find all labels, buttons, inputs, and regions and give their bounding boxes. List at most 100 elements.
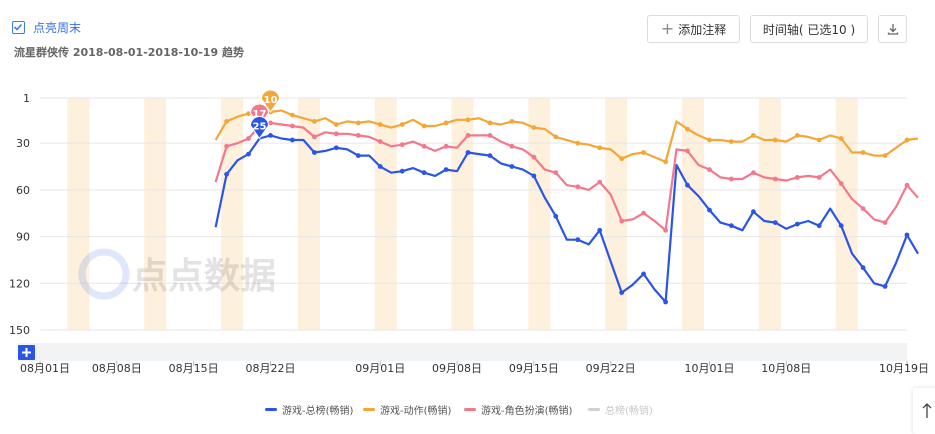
- data-point-rpg[interactable]: [838, 181, 844, 186]
- rank-pin-marker[interactable]: [249, 103, 269, 127]
- data-point-total[interactable]: [729, 223, 734, 229]
- data-point-rpg[interactable]: [290, 123, 295, 129]
- range-navigator[interactable]: [18, 343, 907, 361]
- download-button[interactable]: [878, 15, 907, 43]
- data-point-action[interactable]: [355, 120, 361, 126]
- data-point-action[interactable]: [312, 119, 317, 124]
- data-point-total[interactable]: [685, 182, 690, 188]
- data-point-action[interactable]: [597, 145, 603, 151]
- data-point-total[interactable]: [619, 290, 625, 295]
- data-point-rpg[interactable]: [553, 170, 559, 176]
- scroll-to-top-button[interactable]: [913, 388, 935, 434]
- data-point-action[interactable]: [794, 133, 800, 138]
- data-point-total[interactable]: [663, 299, 668, 305]
- data-point-rpg[interactable]: [575, 184, 581, 190]
- data-point-rpg[interactable]: [597, 179, 603, 185]
- data-point-total[interactable]: [333, 145, 339, 151]
- data-point-rpg[interactable]: [355, 133, 361, 138]
- data-point-total[interactable]: [904, 232, 910, 238]
- data-point-action[interactable]: [904, 137, 910, 143]
- data-point-total[interactable]: [531, 173, 537, 179]
- data-point-total[interactable]: [355, 153, 361, 158]
- data-point-total[interactable]: [312, 150, 317, 155]
- data-point-action[interactable]: [685, 126, 690, 132]
- data-point-rpg[interactable]: [421, 143, 427, 149]
- data-point-total[interactable]: [553, 213, 559, 219]
- data-point-action[interactable]: [707, 137, 712, 143]
- data-point-action[interactable]: [487, 120, 493, 126]
- data-point-total[interactable]: [509, 164, 515, 169]
- data-point-rpg[interactable]: [729, 176, 734, 182]
- data-point-rpg[interactable]: [619, 218, 625, 224]
- data-point-rpg[interactable]: [751, 170, 756, 176]
- data-point-total[interactable]: [707, 207, 712, 213]
- data-point-total[interactable]: [597, 227, 603, 233]
- add-annotation-button[interactable]: + 添加注释: [647, 15, 740, 43]
- legend-item-action[interactable]: 游戏-动作(畅销): [363, 402, 451, 417]
- data-point-total[interactable]: [882, 284, 888, 289]
- data-point-total[interactable]: [377, 164, 383, 169]
- data-point-rpg[interactable]: [641, 210, 646, 216]
- data-point-action[interactable]: [751, 133, 756, 138]
- data-point-action[interactable]: [816, 137, 822, 143]
- data-point-total[interactable]: [772, 220, 778, 226]
- data-point-action[interactable]: [333, 122, 339, 127]
- data-point-total[interactable]: [860, 265, 866, 271]
- data-point-total[interactable]: [443, 167, 449, 172]
- data-point-rpg[interactable]: [685, 148, 690, 154]
- data-point-total[interactable]: [224, 171, 230, 177]
- data-point-rpg[interactable]: [509, 143, 515, 149]
- data-point-total[interactable]: [465, 150, 471, 155]
- data-point-action[interactable]: [575, 140, 581, 146]
- weekend-highlight-label[interactable]: 点亮周末: [33, 21, 82, 35]
- data-point-total[interactable]: [421, 170, 427, 176]
- data-point-rpg[interactable]: [399, 142, 405, 148]
- data-point-action[interactable]: [641, 150, 646, 155]
- data-point-action[interactable]: [399, 122, 405, 127]
- data-point-action[interactable]: [860, 150, 866, 155]
- data-point-action[interactable]: [663, 159, 668, 165]
- series-line-rpg[interactable]: [214, 121, 919, 232]
- data-point-action[interactable]: [553, 134, 559, 140]
- data-point-action[interactable]: [443, 120, 449, 126]
- data-point-total[interactable]: [816, 223, 822, 229]
- data-point-action[interactable]: [882, 153, 888, 158]
- data-point-total[interactable]: [246, 151, 251, 157]
- data-point-rpg[interactable]: [246, 136, 251, 141]
- legend-item-rpg[interactable]: 游戏-角色扮演(畅销): [464, 402, 572, 417]
- data-point-rpg[interactable]: [312, 134, 317, 140]
- data-point-action[interactable]: [531, 125, 537, 130]
- data-point-rpg[interactable]: [882, 220, 888, 226]
- series-line-total[interactable]: [214, 134, 919, 304]
- data-point-rpg[interactable]: [531, 154, 537, 160]
- data-point-rpg[interactable]: [465, 133, 471, 138]
- legend-item-total[interactable]: 游戏-总榜(畅销): [265, 402, 353, 417]
- data-point-total[interactable]: [268, 133, 273, 138]
- rank-pin-marker[interactable]: [249, 115, 269, 140]
- data-point-action[interactable]: [290, 112, 295, 118]
- data-point-total[interactable]: [838, 223, 844, 229]
- data-point-rpg[interactable]: [663, 227, 668, 233]
- data-point-rpg[interactable]: [487, 133, 493, 138]
- data-point-rpg[interactable]: [377, 139, 383, 144]
- rank-pin-marker[interactable]: [260, 89, 280, 113]
- data-point-action[interactable]: [377, 122, 383, 127]
- data-point-rpg[interactable]: [268, 120, 273, 126]
- data-point-action[interactable]: [619, 156, 625, 162]
- legend-item-total_list[interactable]: 总榜(畅销): [588, 402, 653, 417]
- data-point-rpg[interactable]: [224, 143, 230, 149]
- data-point-total[interactable]: [290, 137, 295, 143]
- data-point-action[interactable]: [224, 119, 230, 124]
- data-point-total[interactable]: [641, 271, 646, 277]
- data-point-rpg[interactable]: [707, 167, 712, 172]
- data-point-total[interactable]: [487, 153, 493, 158]
- series-line-action[interactable]: [214, 109, 919, 163]
- weekend-highlight-checkbox[interactable]: [12, 21, 25, 34]
- data-point-rpg[interactable]: [860, 206, 866, 212]
- data-point-rpg[interactable]: [816, 175, 822, 180]
- timeline-button[interactable]: 时间轴( 已选10 ): [750, 15, 868, 43]
- data-point-action[interactable]: [772, 137, 778, 143]
- data-point-total[interactable]: [794, 221, 800, 227]
- data-point-action[interactable]: [421, 123, 427, 129]
- data-point-action[interactable]: [509, 119, 515, 124]
